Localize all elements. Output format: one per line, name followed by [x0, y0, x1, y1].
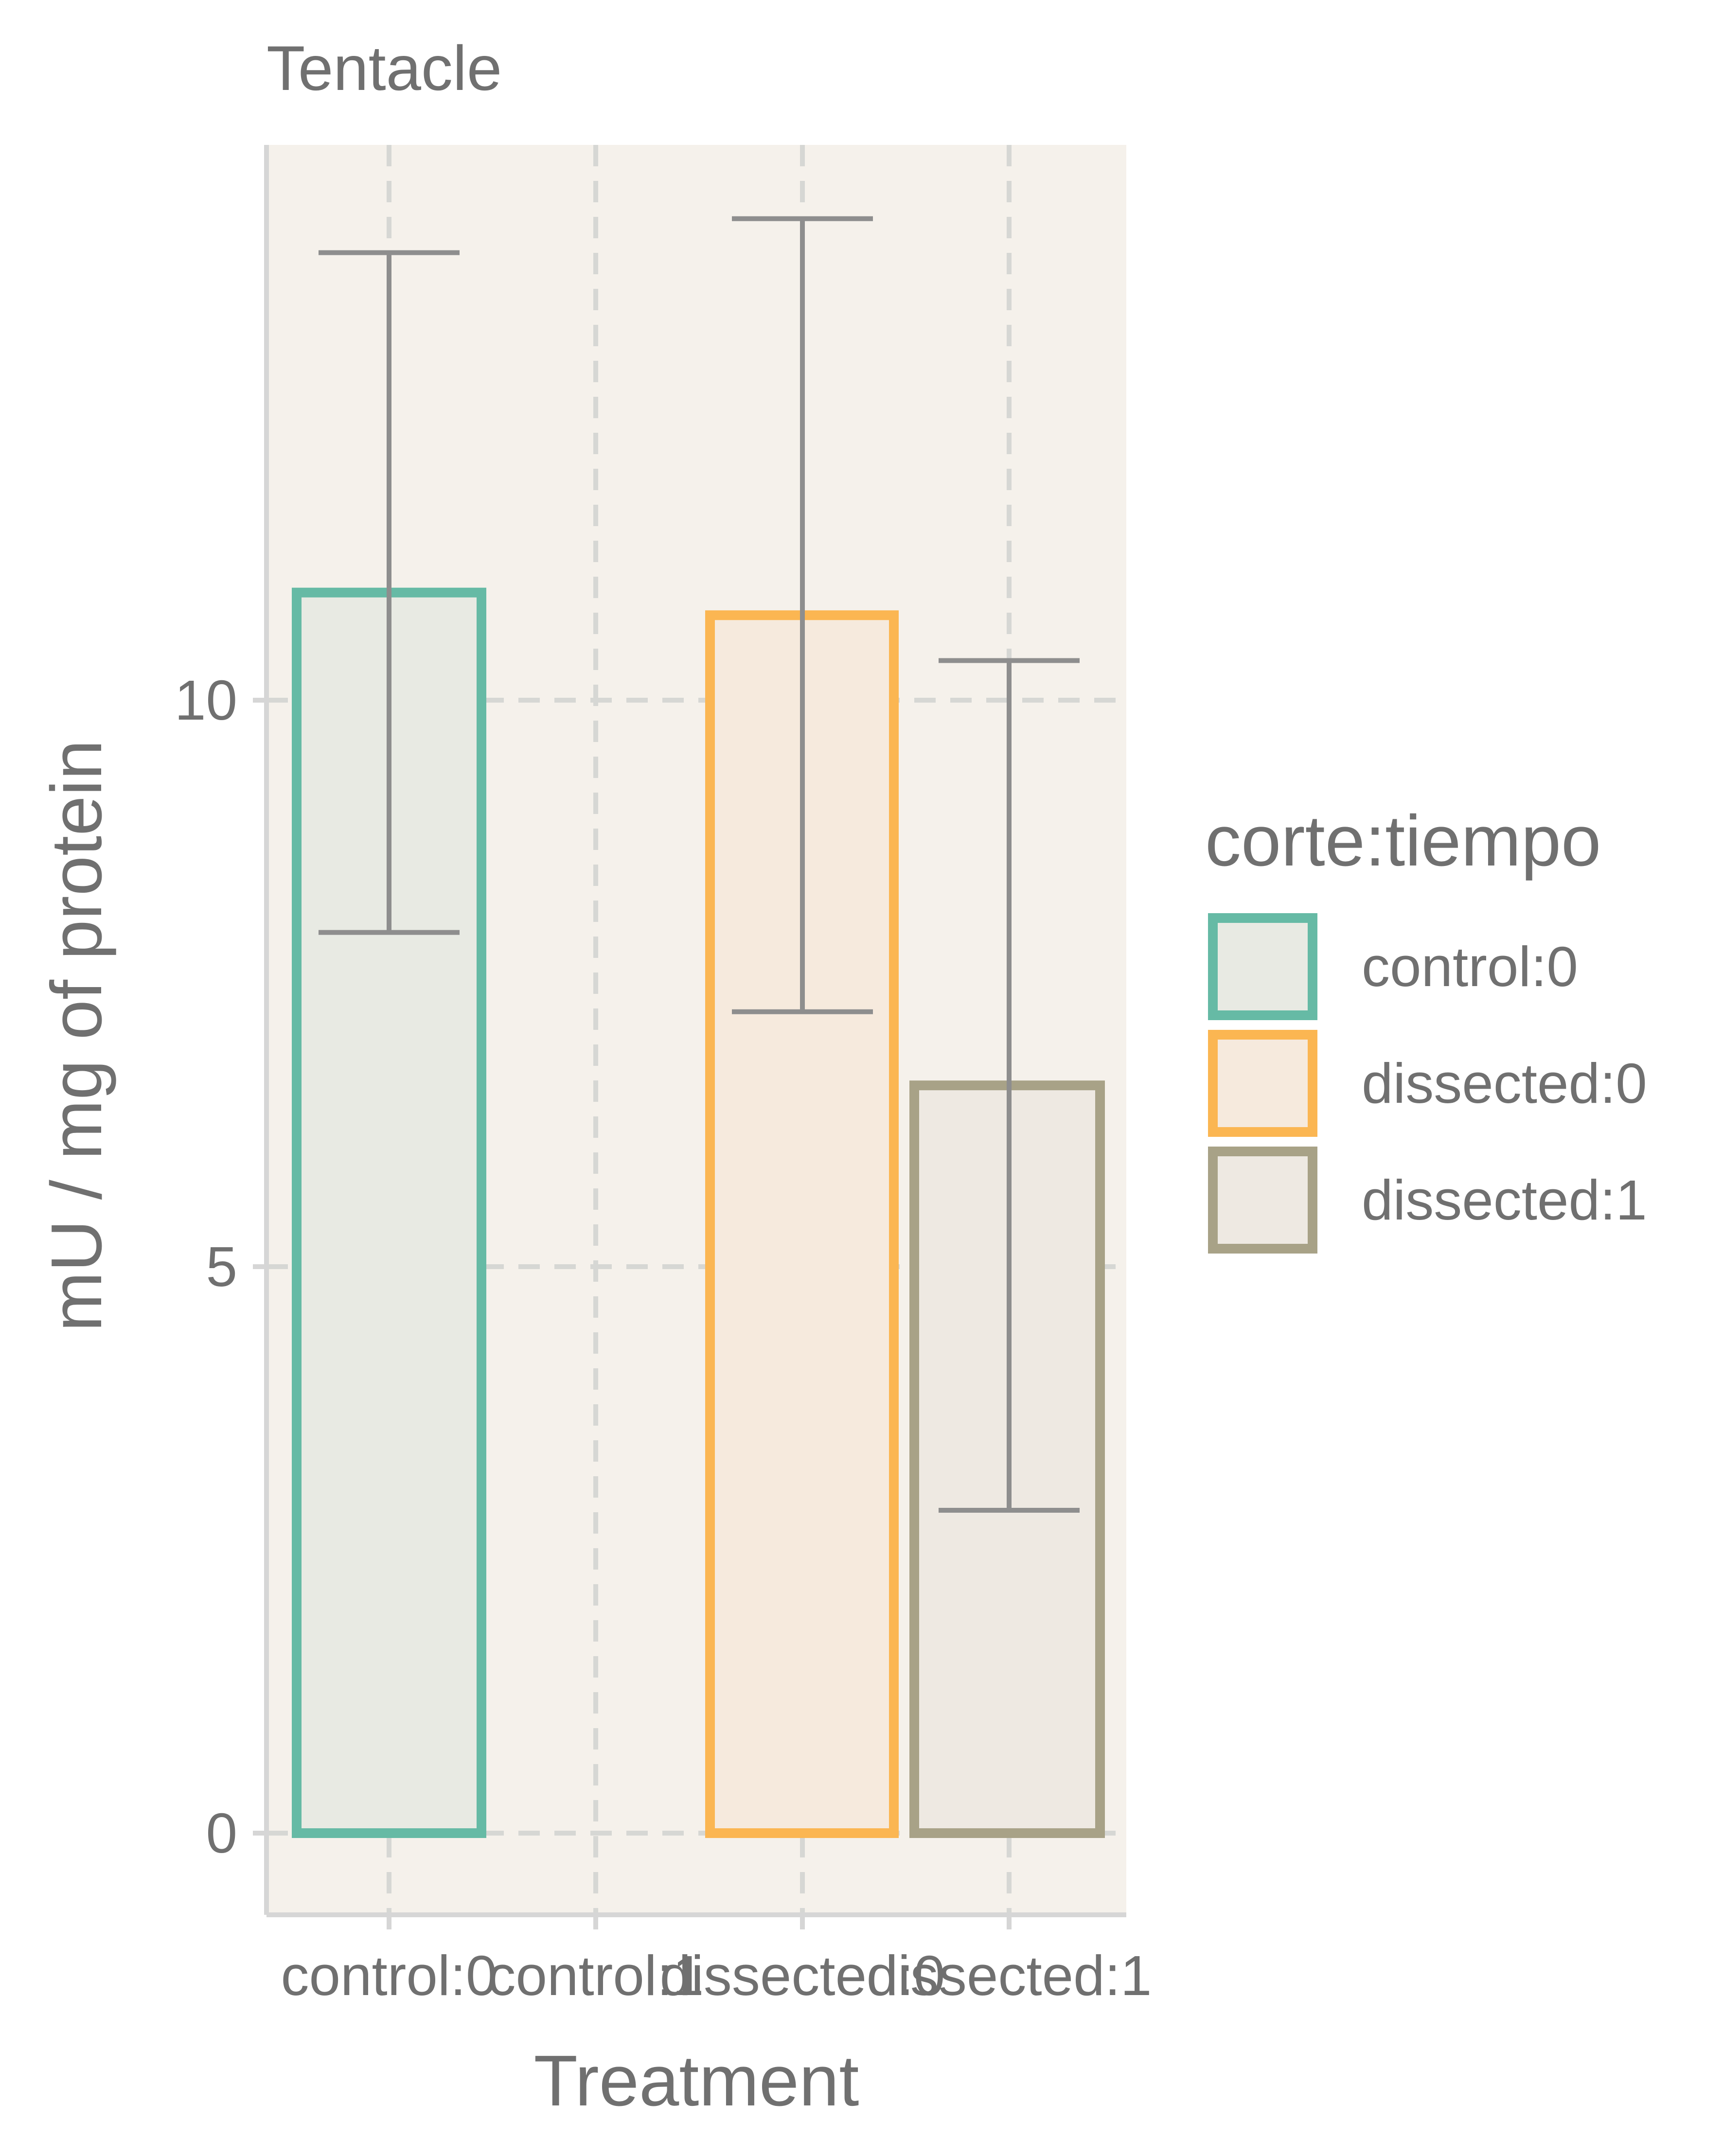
- x-tick-label-0: control:0: [281, 1944, 497, 2007]
- legend-key-dissected-0: [1208, 1030, 1317, 1137]
- legend-key-dissected-1: [1208, 1147, 1317, 1254]
- legend-title: corte:tiempo: [1205, 801, 1601, 881]
- x-tick-label-1: control:1: [488, 1944, 704, 2007]
- legend-label-dissected-1: dissected:1: [1362, 1168, 1647, 1232]
- chart-title: Tentacle: [266, 33, 502, 104]
- x-axis-title: Treatment: [534, 2041, 859, 2121]
- y-axis-title: mU / mg of protein: [36, 740, 117, 1331]
- legend-key-control-0: [1208, 913, 1317, 1020]
- legend-label-dissected-0: dissected:0: [1362, 1052, 1647, 1115]
- y-tick-label-0: 0: [206, 1802, 237, 1865]
- y-tick-label-2: 10: [175, 669, 237, 732]
- y-tick-label-1: 5: [206, 1235, 237, 1298]
- legend-label-control-0: control:0: [1362, 935, 1578, 998]
- x-tick-label-3: dissected:1: [867, 1944, 1152, 2007]
- x-tick-label-2: dissected:0: [660, 1944, 945, 2007]
